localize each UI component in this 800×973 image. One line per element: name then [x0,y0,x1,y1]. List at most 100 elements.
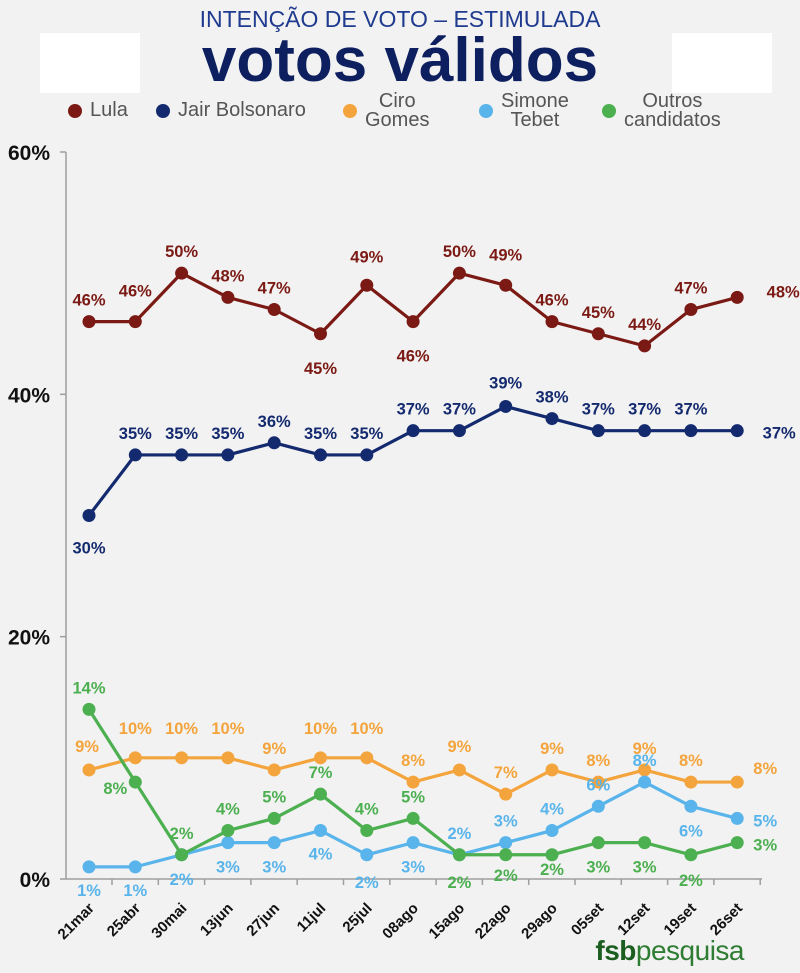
data-label: 35% [350,425,383,443]
data-label: 8% [633,752,657,770]
data-point [684,848,698,862]
data-label: 3% [216,859,240,877]
x-tick-label: 13jun [197,900,237,940]
data-point [730,836,744,850]
data-point [499,399,513,413]
data-point [591,327,605,341]
data-point [267,436,281,450]
data-label: 50% [165,243,198,261]
data-label: 10% [119,720,152,738]
data-label: 8% [679,752,703,770]
data-label: 8% [586,752,610,770]
data-point [82,860,96,874]
data-point [499,278,513,292]
data-label: 2% [170,871,194,889]
data-label: 37% [397,401,430,419]
data-point [545,412,559,426]
legend-item-outros: Outros candidatos [602,91,721,130]
data-point [591,799,605,813]
data-point [684,424,698,438]
data-point [128,751,142,765]
series-line [87,404,738,517]
data-point [730,811,744,825]
x-tick-label: 19set [661,900,700,939]
data-point [128,860,142,874]
data-point [221,290,235,304]
data-point [360,278,374,292]
data-label: 9% [540,740,564,758]
data-point [638,339,652,353]
data-point [499,787,513,801]
data-point [406,315,420,329]
data-label: 4% [216,801,240,819]
data-label: 6% [679,822,703,840]
data-point [314,751,327,765]
data-label: 4% [355,801,379,819]
x-tick-label: 22ago [472,900,515,943]
data-label: 2% [170,825,194,843]
y-tick-label: 0% [20,869,51,892]
data-label: 6% [586,776,610,794]
x-tick-label: 12set [614,900,653,939]
data-point [128,315,142,329]
y-tick-label: 40% [8,384,50,407]
data-point [267,303,281,317]
data-point [591,424,605,438]
data-label: 2% [494,867,518,885]
data-label: 46% [72,292,105,310]
data-point [360,824,374,838]
data-label: 48% [767,283,800,301]
data-point [545,848,559,862]
data-point [406,424,420,438]
data-label: 3% [401,859,425,877]
data-point [314,824,327,838]
data-label: 4% [309,846,333,864]
data-label: 46% [397,348,430,366]
legend-label-lula: Lula [90,99,128,121]
data-label: 3% [633,859,657,877]
x-tick-label: 11jul [294,900,330,936]
data-point [267,836,281,850]
data-label: 37% [763,425,796,443]
data-label: 5% [262,788,286,806]
data-point [638,763,652,777]
data-label: 10% [211,720,244,738]
data-point [406,836,420,850]
data-label: 36% [258,413,291,431]
data-label: 3% [586,859,610,877]
data-point [545,315,559,329]
y-tick-label: 60% [8,142,50,165]
data-label: 14% [72,679,105,697]
data-label: 4% [540,801,564,819]
data-point [452,266,466,280]
data-point [82,702,96,716]
y-tick-label: 20% [8,627,50,650]
data-point [684,303,698,317]
chart-title: INTENÇÃO DE VOTO – ESTIMULADA [199,6,601,32]
data-point [175,448,189,462]
data-label: 35% [304,425,337,443]
data-label: 9% [75,738,99,756]
legend-dot-lula [68,104,82,118]
data-point [499,836,513,850]
data-label: 8% [753,760,777,778]
brand-logo: fsbpesquisa [595,935,744,967]
data-label: 1% [77,882,101,900]
legend-item-ciro: Ciro Gomes [343,91,429,130]
data-point [452,848,466,862]
data-label: 35% [165,425,198,443]
legend-item-bolsonaro: Jair Bolsonaro [156,92,306,120]
legend-label-bolsonaro: Jair Bolsonaro [178,99,306,121]
data-label: 49% [489,246,522,264]
data-label: 9% [633,740,657,758]
legend-item-lula: Lula [68,92,128,120]
data-label: 9% [262,740,286,758]
title-box-left [40,33,140,93]
data-point [684,799,698,813]
data-label: 30% [72,540,105,558]
data-label: 7% [494,764,518,782]
data-point [175,266,189,280]
x-tick-label: 25jul [339,900,375,936]
data-label: 2% [540,861,564,879]
data-point [221,836,235,850]
